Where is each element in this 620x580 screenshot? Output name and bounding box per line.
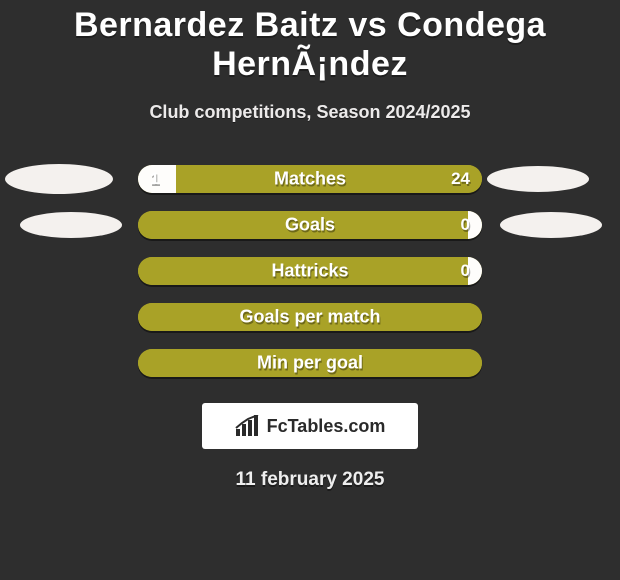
- bar-segment-right: [468, 211, 482, 239]
- stat-label: Min per goal: [257, 353, 363, 374]
- stat-row: Goals per match: [0, 303, 620, 331]
- fctables-logo: FcTables.com: [202, 403, 418, 449]
- bars-icon: [235, 415, 261, 437]
- stat-label: Hattricks: [271, 261, 348, 282]
- page-title: Bernardez Baitz vs Condega HernÃ¡ndez: [0, 0, 620, 84]
- stat-label: Goals: [285, 215, 335, 236]
- stat-value-right: 0: [461, 215, 470, 235]
- comparison-infographic: Bernardez Baitz vs Condega HernÃ¡ndez Cl…: [0, 0, 620, 580]
- bar-segment-right: [468, 257, 482, 285]
- comparison-bars: Matches 1 24 Goals 0 Hattricks 0 Goals per matc…: [0, 165, 620, 377]
- stat-label: Matches: [274, 169, 346, 190]
- decorative-ellipse: [5, 164, 113, 194]
- stat-row: Hattricks 0: [0, 257, 620, 285]
- bar-track: Min per goal: [138, 349, 482, 377]
- bar-track: Goals per match: [138, 303, 482, 331]
- logo-text: FcTables.com: [267, 416, 386, 437]
- stat-value-right: 24: [451, 169, 470, 189]
- snapshot-date: 11 february 2025: [0, 469, 620, 491]
- bar-track: Hattricks 0: [138, 257, 482, 285]
- decorative-ellipse: [20, 212, 122, 238]
- bar-track: Goals 0: [138, 211, 482, 239]
- stat-value-right: 0: [461, 261, 470, 281]
- stat-row: Matches 1 24: [0, 165, 620, 193]
- bar-track: Matches 1 24: [138, 165, 482, 193]
- page-subtitle: Club competitions, Season 2024/2025: [0, 102, 620, 123]
- decorative-ellipse: [500, 212, 602, 238]
- stat-row: Goals 0: [0, 211, 620, 239]
- stat-value-left: 1: [150, 169, 159, 189]
- decorative-ellipse: [487, 166, 589, 192]
- stat-label: Goals per match: [239, 307, 380, 328]
- stat-row: Min per goal: [0, 349, 620, 377]
